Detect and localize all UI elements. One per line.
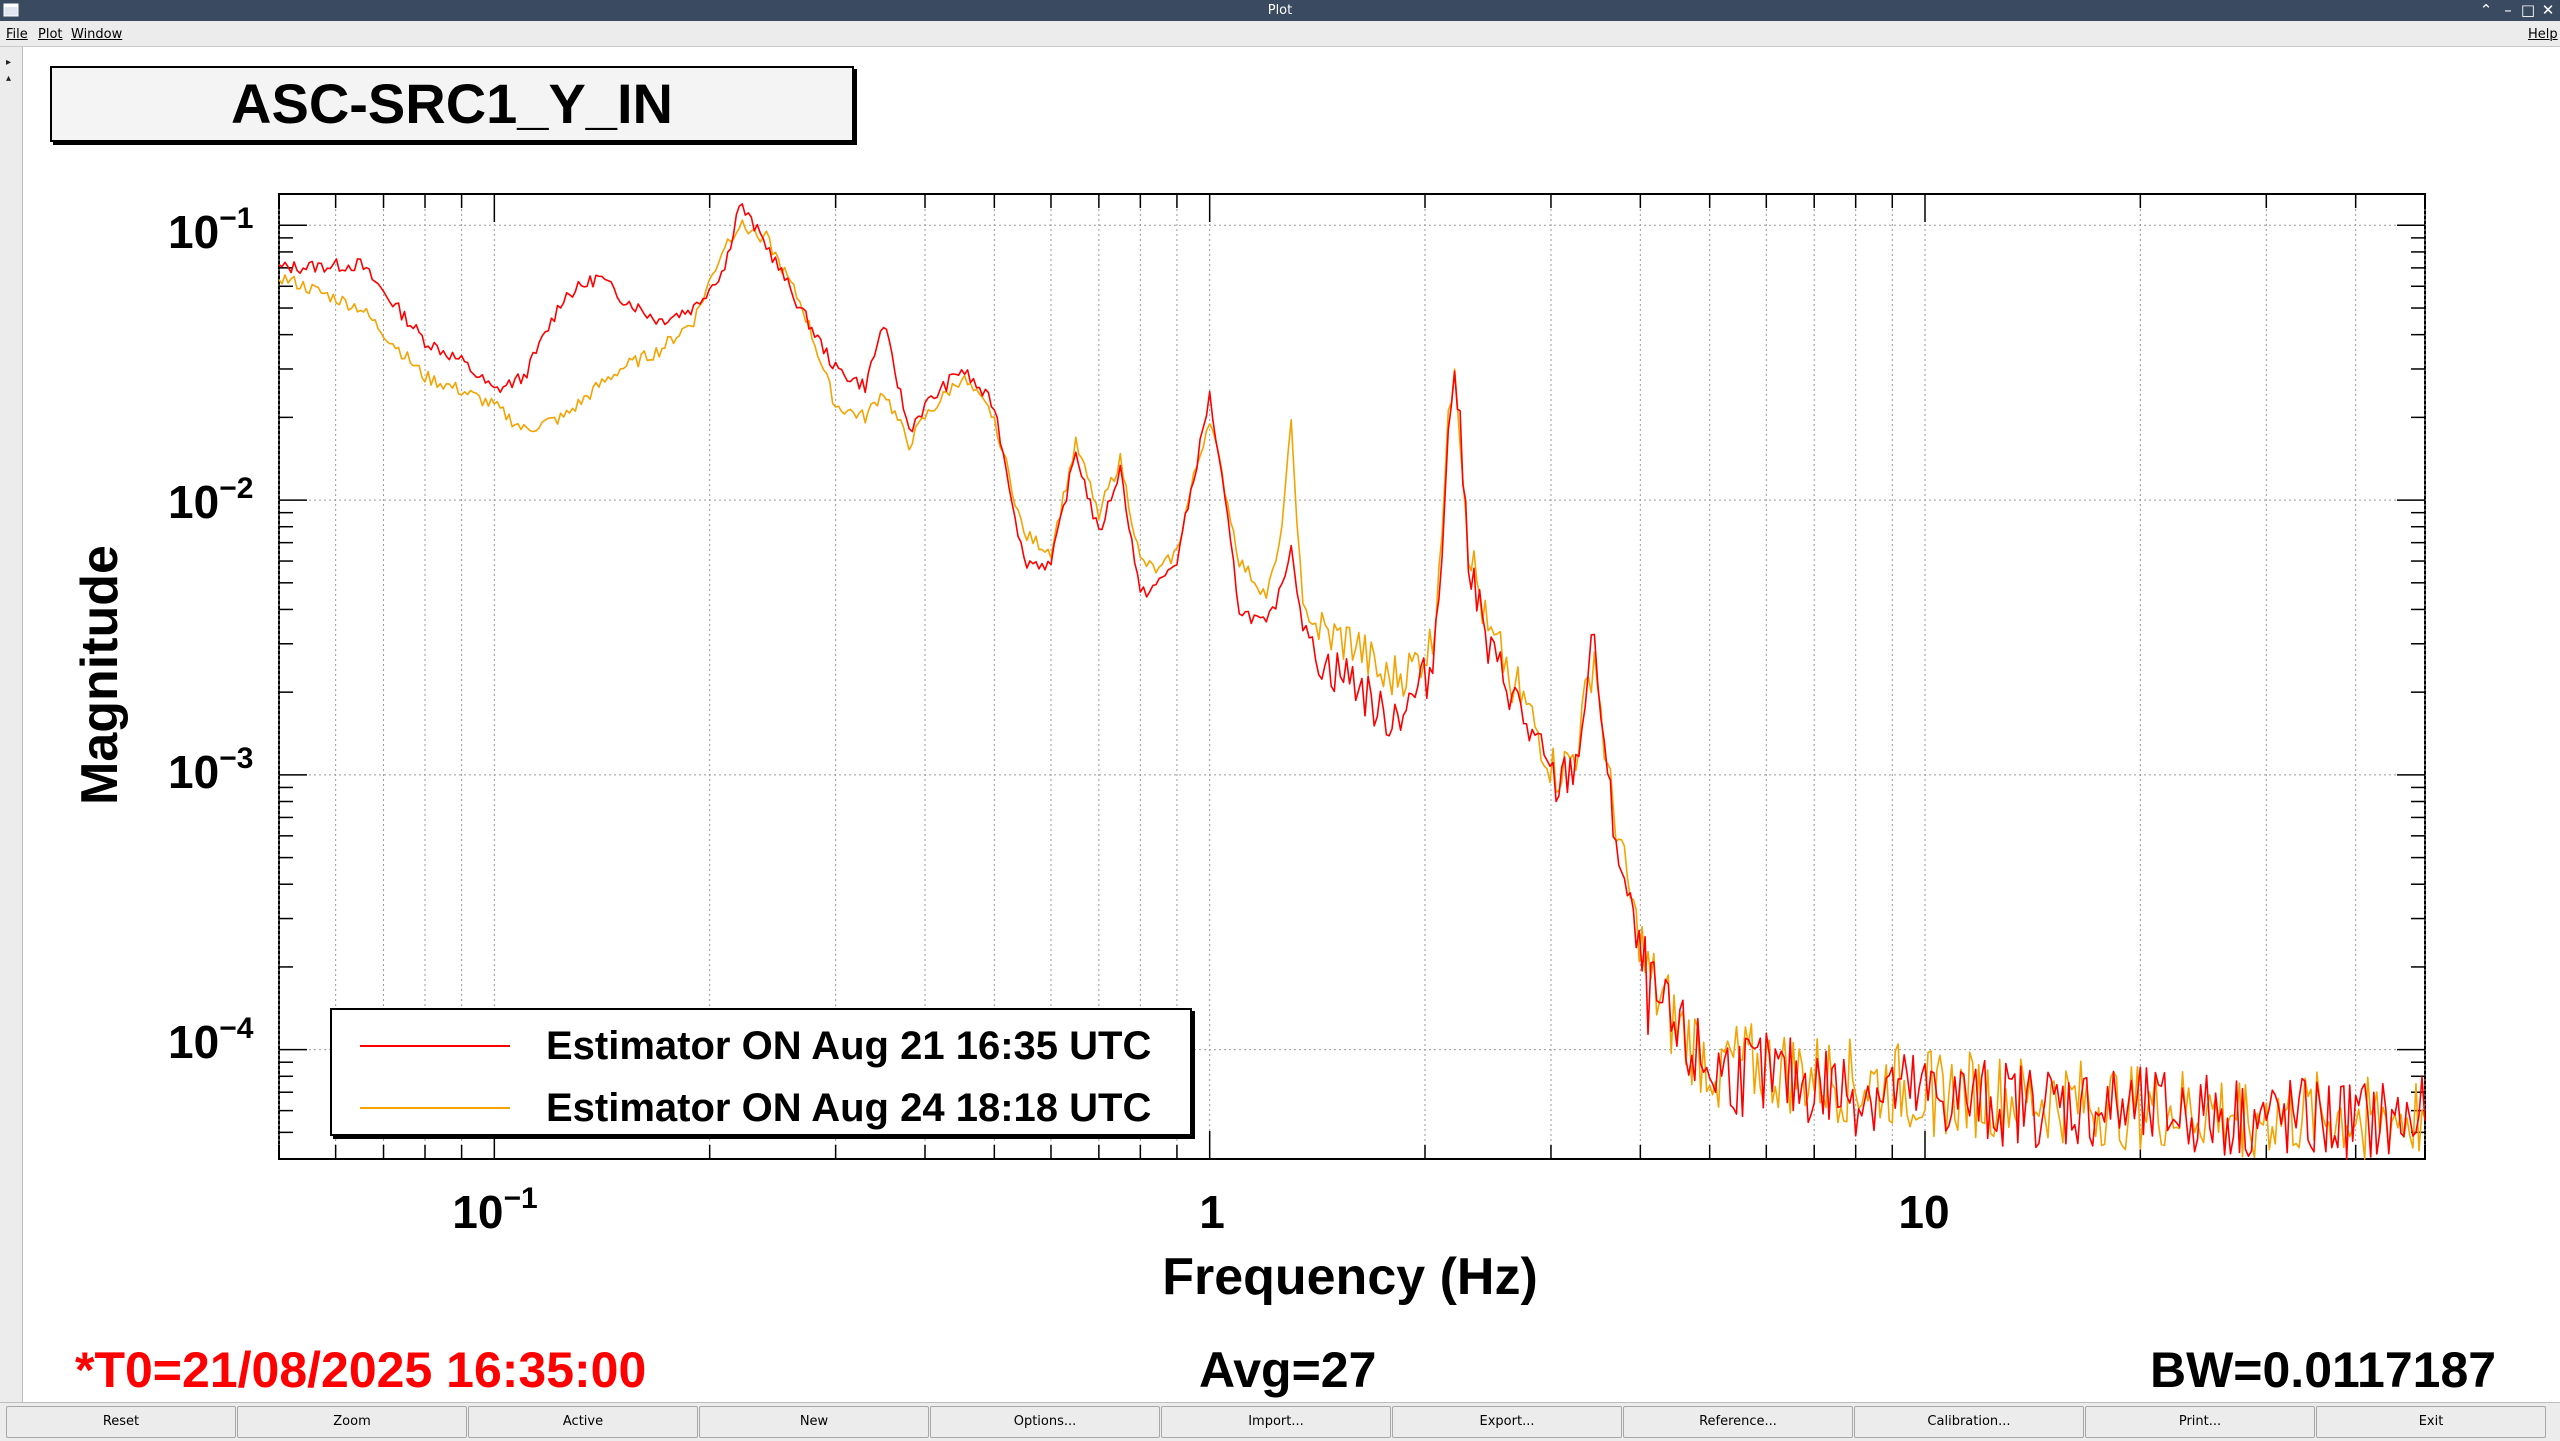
menu-plot[interactable]: Plot [38, 27, 63, 42]
reset-button[interactable]: Reset [6, 1406, 236, 1438]
y-tick-label: 10−4 [168, 1012, 254, 1068]
active-button[interactable]: Active [468, 1406, 698, 1438]
exit-button[interactable]: Exit [2316, 1406, 2546, 1438]
window-title: Plot [1267, 3, 1293, 18]
plot-frame [278, 193, 2426, 1160]
calibration-button[interactable]: Calibration... [1854, 1406, 2084, 1438]
pad-collapse-icon[interactable]: ▴ [6, 73, 12, 84]
menu-bar: File Plot Window Help [0, 21, 2560, 47]
window-titlebar: Plot ⌃ – □ ✕ [0, 0, 2560, 21]
x-tick-label: 1 [1199, 1186, 1225, 1238]
legend-swatch [360, 1107, 510, 1109]
reference-button[interactable]: Reference... [1623, 1406, 1853, 1438]
y-tick-label: 10−2 [168, 472, 254, 528]
y-axis-label: Magnitude [71, 545, 129, 805]
legend: Estimator ON Aug 21 16:35 UTC Estimator … [330, 1008, 1192, 1136]
plot-title: ASC-SRC1_Y_IN [50, 66, 854, 142]
button-bar: Reset Zoom Active New Options... Import.… [0, 1402, 2560, 1441]
t0-label: *T0=21/08/2025 16:35:00 [75, 1342, 647, 1398]
menu-file[interactable]: File [6, 27, 28, 42]
menu-window[interactable]: Window [71, 27, 123, 42]
window-maximize-icon[interactable]: □ [2520, 1, 2536, 19]
zoom-button[interactable]: Zoom [237, 1406, 467, 1438]
legend-swatch [360, 1045, 510, 1047]
window-minimize-icon[interactable]: – [2504, 1, 2512, 19]
x-axis-label: Frequency (Hz) [1162, 1248, 1538, 1306]
series-line [278, 203, 2426, 1160]
app-window-icon [3, 3, 19, 17]
pad-side-strip: ▸ ▴ [0, 47, 23, 1402]
print-button[interactable]: Print... [2085, 1406, 2315, 1438]
x-tick-label: 10 [1898, 1186, 1950, 1238]
export-button[interactable]: Export... [1392, 1406, 1622, 1438]
legend-item: Estimator ON Aug 21 16:35 UTC [332, 1018, 1190, 1074]
avg-label: Avg=27 [1199, 1342, 1377, 1398]
y-tick-label: 10−3 [168, 742, 254, 798]
import-button[interactable]: Import... [1161, 1406, 1391, 1438]
pad-expand-icon[interactable]: ▸ [6, 57, 12, 68]
legend-label: Estimator ON Aug 24 18:18 UTC [546, 1086, 1152, 1130]
series-line [278, 219, 2426, 1160]
options-button[interactable]: Options... [930, 1406, 1160, 1438]
x-tick-label: 10−1 [452, 1182, 538, 1238]
legend-item: Estimator ON Aug 24 18:18 UTC [332, 1080, 1190, 1136]
legend-label: Estimator ON Aug 21 16:35 UTC [546, 1024, 1152, 1068]
new-button[interactable]: New [699, 1406, 929, 1438]
window-close-icon[interactable]: ✕ [2541, 1, 2555, 19]
bw-label: BW=0.0117187 [2150, 1342, 2497, 1398]
y-tick-label: 10−1 [168, 202, 254, 258]
window-shade-icon[interactable]: ⌃ [2479, 1, 2493, 19]
menu-help[interactable]: Help [2528, 27, 2558, 42]
